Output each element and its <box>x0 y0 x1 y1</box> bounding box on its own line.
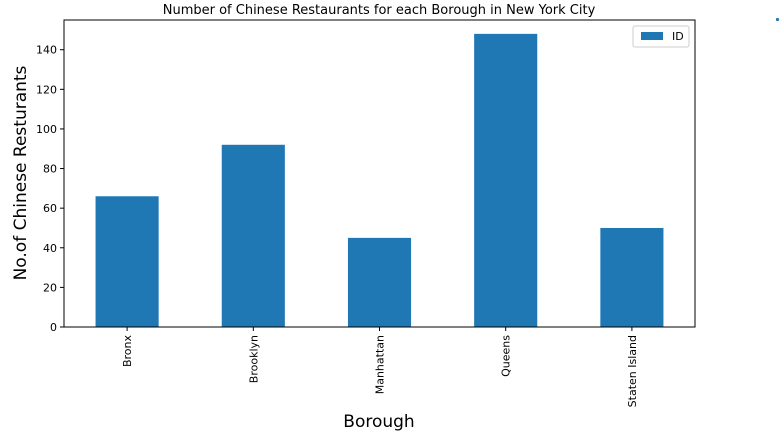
edge-mark <box>776 18 779 21</box>
bar-staten-island <box>600 227 664 327</box>
y-tick-label: 0 <box>50 321 57 334</box>
legend-swatch <box>641 32 663 40</box>
legend: ID <box>632 25 690 48</box>
x-tick-label: Queens <box>500 335 513 377</box>
chart-title: Number of Chinese Restaurants for each B… <box>163 3 596 18</box>
x-tick-label: Brooklyn <box>247 335 260 383</box>
y-tick-label: 40 <box>43 242 57 255</box>
bars <box>95 33 664 328</box>
x-axis-label: Borough <box>343 412 414 432</box>
bar-bronx <box>95 196 159 327</box>
bar-queens <box>474 33 538 328</box>
y-tick-label: 80 <box>43 163 57 176</box>
x-tick-label: Staten Island <box>626 335 639 407</box>
x-tick-label: Manhattan <box>374 335 387 394</box>
plot-frame <box>63 19 696 328</box>
y-tick-label: 20 <box>43 281 57 294</box>
x-axis: Bronx Brooklyn Manhattan Queens Staten Islan… <box>121 327 639 407</box>
y-tick-label: 140 <box>36 44 57 57</box>
y-tick-label: 120 <box>36 83 57 96</box>
bar-brooklyn <box>221 144 285 327</box>
y-axis: 0 20 40 60 80 100 120 140 <box>36 44 64 334</box>
legend-label: ID <box>672 30 684 43</box>
x-tick-label: Bronx <box>121 335 134 368</box>
y-tick-label: 60 <box>43 202 57 215</box>
bar-manhattan <box>347 237 412 327</box>
y-axis-label: No.of Chinese Resturants <box>11 65 31 280</box>
y-tick-label: 100 <box>36 123 57 136</box>
